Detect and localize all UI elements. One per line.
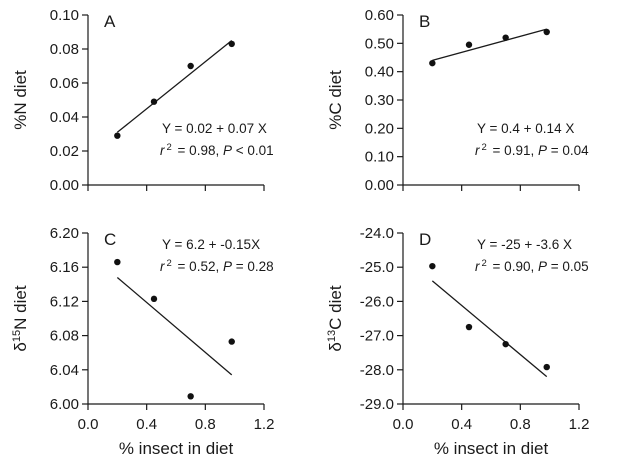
panel-a-y-axis-title: %N diet xyxy=(11,70,30,130)
panel-b: 0.00 0.10 0.20 0.30 0.40 0.50 0.60 %C diet B Y = … xyxy=(326,7,589,194)
panel-c-fit-line xyxy=(116,276,233,376)
panel-a-fit-line xyxy=(116,39,233,133)
panel-d-y-tick-label: -24.0 xyxy=(360,225,394,242)
panel-a-y-tick-label: 0.02 xyxy=(50,143,79,160)
panel-c-x-tick-label: 0.0 xyxy=(78,416,99,433)
panel-d-x-axis-title: % insect in diet xyxy=(434,439,549,458)
panel-d-y-tick-label: -25.0 xyxy=(360,259,394,276)
panel-c-data-point xyxy=(114,258,121,266)
panel-b-equation: Y = 0.4 + 0.14 X xyxy=(477,121,574,136)
panel-b-y-axis-title: %C diet xyxy=(326,70,345,130)
panel-c-x-tick-label: 0.4 xyxy=(136,416,157,433)
panel-d-fit-line xyxy=(431,280,548,378)
panel-a-y-tick-label: 0.08 xyxy=(50,41,79,58)
panel-d-data-point xyxy=(502,340,509,348)
panel-c-data-point xyxy=(150,295,158,303)
panel-c-x-tick-label: 1.2 xyxy=(254,416,275,433)
panel-c-data-point xyxy=(228,338,235,345)
panel-a-y-tick-label: 0.00 xyxy=(50,177,79,194)
panel-c-y-tick-label: 6.16 xyxy=(50,259,79,276)
panel-b-y-tick-label: 0.20 xyxy=(365,120,394,137)
panel-b-y-tick-label: 0.10 xyxy=(365,149,394,166)
panel-c-y-tick-label: 6.12 xyxy=(50,293,79,310)
panel-c-y-tick-label: 6.00 xyxy=(50,396,79,413)
panel-d-data-point xyxy=(543,363,550,371)
panel-d-x-tick-label: 0.0 xyxy=(393,416,414,433)
panel-a-y-tick-label: 0.04 xyxy=(50,109,79,126)
panel-b-y-tick-label: 0.60 xyxy=(365,7,394,24)
panel-d-equation: Y = -25 + -3.6 X xyxy=(477,237,572,252)
panel-a-letter: A xyxy=(104,12,116,31)
panel-c-x-tick-label: 0.8 xyxy=(195,416,216,433)
panel-b-data-point xyxy=(543,28,550,36)
panel-d-data-point xyxy=(465,323,473,331)
panel-d-y-tick-label: -29.0 xyxy=(360,396,394,413)
panel-d-x-tick-label: 1.2 xyxy=(569,416,590,433)
panel-a: 0.00 0.02 0.04 0.06 0.08 0.10 %N diet A Y = 0.02… xyxy=(11,7,274,194)
panel-d: -29.0 -28.0 -27.0 -26.0 -25.0 -24.0 0.0 0.4 0.8 1… xyxy=(326,225,589,458)
panel-b-fit-line xyxy=(432,28,547,61)
panel-c-data-point xyxy=(187,393,194,400)
panel-c-y-tick-label: 6.08 xyxy=(50,328,79,345)
panel-b-y-tick-label: 0.00 xyxy=(365,177,394,194)
panel-d-x-tick-label: 0.4 xyxy=(451,416,472,433)
panel-a-data-point xyxy=(228,40,235,48)
panel-c-y-tick-label: 6.04 xyxy=(50,362,79,379)
panel-c: 6.00 6.04 6.08 6.12 6.16 6.20 0.0 0.4 0.8 1.2 % in… xyxy=(11,225,274,458)
panel-a-data-point xyxy=(187,62,194,70)
panel-d-letter: D xyxy=(419,230,431,249)
panel-c-x-axis-title: % insect in diet xyxy=(119,439,234,458)
panel-c-y-tick-label: 6.20 xyxy=(50,225,79,242)
panel-b-y-tick-label: 0.50 xyxy=(365,35,394,52)
panel-b-letter: B xyxy=(419,12,430,31)
panel-b-data-point xyxy=(465,41,473,48)
panel-a-y-tick-label: 0.06 xyxy=(50,75,79,92)
panel-b-y-tick-label: 0.30 xyxy=(365,92,394,109)
panel-c-letter: C xyxy=(104,230,116,249)
panel-d-x-tick-label: 0.8 xyxy=(510,416,531,433)
panel-d-y-tick-label: -27.0 xyxy=(360,328,394,345)
panel-c-equation: Y = 6.2 + -0.15X xyxy=(162,237,260,252)
panel-d-y-tick-label: -28.0 xyxy=(360,362,394,379)
panel-a-y-tick-label: 0.10 xyxy=(50,7,79,24)
panel-c-y-axis-title: δ15N diet xyxy=(11,285,30,351)
panel-d-y-tick-label: -26.0 xyxy=(360,293,394,310)
panel-a-equation: Y = 0.02 + 0.07 X xyxy=(162,121,267,136)
panel-a-data-point xyxy=(114,132,121,139)
panel-d-y-axis-title: δ13C diet xyxy=(326,285,345,351)
panel-d-data-point xyxy=(429,262,436,270)
panel-b-data-point xyxy=(429,59,436,67)
panel-b-data-point xyxy=(502,34,509,41)
panel-a-data-point xyxy=(150,98,158,105)
panel-b-y-tick-label: 0.40 xyxy=(365,64,394,81)
